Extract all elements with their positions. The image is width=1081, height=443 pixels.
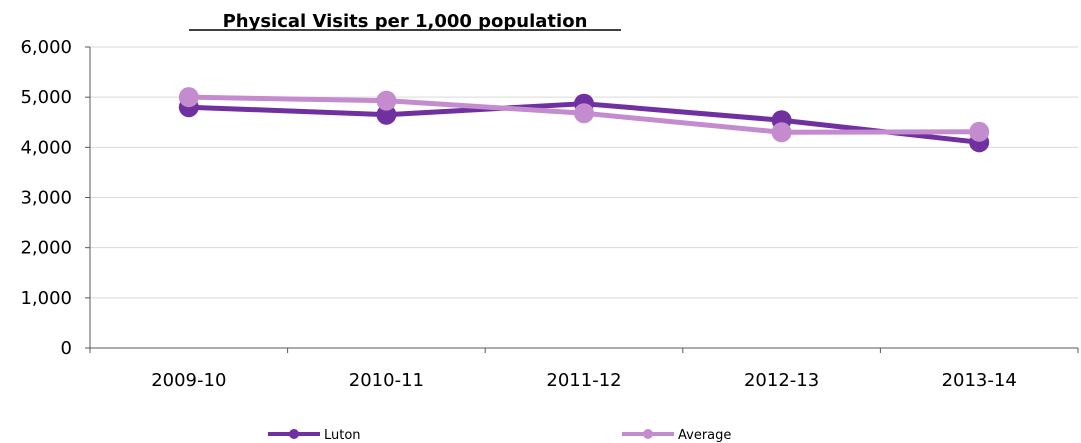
legend-swatch-marker — [643, 429, 653, 439]
y-tick-label: 5,000 — [20, 87, 72, 108]
legend-item-average: Average — [622, 428, 731, 443]
y-axis-tick-labels: 0 1,000 2,000 3,000 4,000 5,000 6,000 — [20, 37, 72, 359]
legend-label: Luton — [324, 428, 361, 443]
data-point-average — [771, 122, 792, 143]
x-tick-label: 2011-12 — [546, 370, 621, 391]
x-tick-label: 2010-11 — [349, 370, 424, 391]
series — [178, 87, 990, 153]
x-axis-tick-labels: 2009-10 2010-11 2011-12 2012-13 2013-14 — [151, 370, 1017, 391]
y-tick-label: 0 — [61, 338, 72, 359]
y-tick-label: 3,000 — [20, 188, 72, 209]
series-average — [178, 87, 990, 143]
chart-title-group: Physical Visits per 1,000 population — [189, 11, 621, 32]
data-point-average — [574, 103, 594, 124]
y-tick-label: 6,000 — [20, 37, 72, 58]
chart-title: Physical Visits per 1,000 population — [223, 11, 588, 32]
legend: Luton Average — [268, 428, 731, 443]
data-point-average — [376, 90, 397, 111]
data-point-average — [178, 87, 199, 108]
x-tick-label: 2013-14 — [942, 370, 1017, 391]
legend-label: Average — [678, 428, 731, 443]
axes — [85, 46, 1079, 353]
legend-swatch-marker — [289, 429, 299, 439]
y-tick-label: 4,000 — [20, 137, 72, 158]
y-tick-label: 1,000 — [20, 288, 72, 309]
legend-item-luton: Luton — [268, 428, 361, 443]
x-tick-label: 2012-13 — [744, 370, 819, 391]
x-tick-label: 2009-10 — [151, 370, 226, 391]
data-point-average — [969, 121, 990, 142]
data-point-luton — [376, 104, 397, 125]
gridlines — [90, 46, 1078, 299]
y-tick-label: 2,000 — [20, 238, 72, 259]
